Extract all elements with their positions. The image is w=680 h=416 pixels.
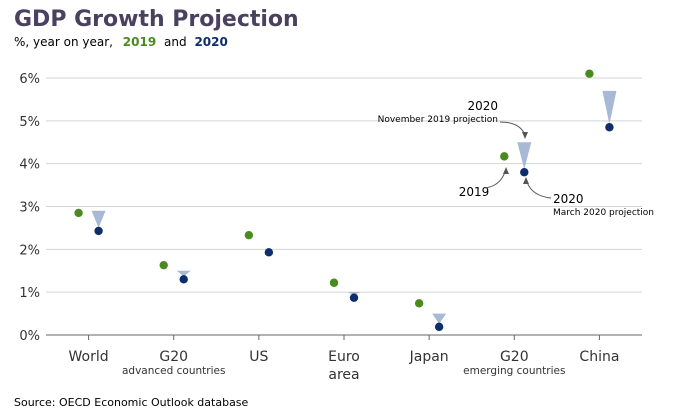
source-note: Source: OECD Economic Outlook database: [14, 396, 249, 409]
x-category-sublabel: emerging countries: [463, 365, 565, 377]
projection-revision-marker: [176, 270, 191, 277]
arrowhead-mar: [523, 177, 529, 184]
point-2020: [264, 248, 274, 257]
point-2020: [349, 293, 359, 302]
y-tick-label: 0%: [19, 329, 40, 344]
annotation-arrow-2019: [484, 171, 506, 189]
point-2019: [159, 260, 168, 270]
x-category-label: G20: [500, 349, 529, 365]
projection-revision-marker: [91, 210, 106, 228]
projection-revision-marker: [517, 142, 532, 170]
x-category-sublabel: area: [328, 367, 359, 383]
annotation-mar-year: 2020: [553, 192, 584, 206]
annotation-2019-label: 2019: [459, 185, 490, 199]
gridlines: [46, 77, 642, 336]
point-2019: [329, 278, 339, 287]
point-2019: [585, 69, 594, 78]
annotation-arrow-mar: [526, 181, 552, 199]
subtitle-2020: 2020: [194, 35, 227, 49]
point-2019: [244, 230, 254, 240]
x-category-label: G20: [159, 349, 188, 365]
point-2020: [94, 226, 103, 236]
point-2020: [434, 322, 444, 332]
subtitle-and: and: [164, 35, 187, 49]
x-category-label: Japan: [409, 349, 449, 365]
point-2019: [414, 299, 424, 308]
projection-revision-marker: [347, 292, 361, 295]
x-category-sublabel: advanced countries: [122, 365, 225, 377]
x-category-label: China: [579, 349, 619, 365]
annotation-nov-year: 2020: [467, 99, 498, 113]
arrowhead-2019: [503, 167, 509, 174]
data-marks: [74, 69, 617, 332]
chart-title: GDP Growth Projection: [14, 7, 299, 32]
y-tick-label: 6%: [19, 72, 40, 87]
y-tick-label: 4%: [19, 158, 40, 173]
annotation-mar-desc: March 2020 projection: [553, 208, 654, 218]
arrowhead-nov: [522, 132, 528, 139]
point-2020: [179, 275, 188, 284]
y-tick-label: 1%: [19, 286, 40, 301]
projection-revision-marker: [432, 313, 447, 324]
projection-revision-marker: [602, 90, 617, 125]
x-category-label: US: [249, 349, 268, 365]
point-2020: [605, 123, 614, 132]
x-category-label: Euro: [328, 349, 360, 365]
annotation-nov-desc: November 2019 projection: [378, 115, 498, 125]
y-tick-label: 3%: [19, 201, 40, 216]
chart-subtitle: %, year on year, 2019 and 2020: [14, 35, 228, 49]
point-2019: [74, 208, 83, 218]
subtitle-2019: 2019: [123, 35, 156, 49]
x-category-label: World: [69, 349, 109, 365]
annotations: 2020 November 2019 projection 2019 2020 …: [378, 99, 654, 218]
point-2020: [520, 168, 529, 177]
y-tick-label: 2%: [19, 243, 40, 258]
annotation-arrow-nov: [499, 121, 526, 136]
subtitle-prefix: %, year on year,: [14, 35, 113, 49]
y-axis: 0% 1% 2% 3% 4% 5% 6%: [19, 72, 40, 344]
y-tick-label: 5%: [19, 115, 40, 130]
point-2019: [500, 152, 509, 161]
